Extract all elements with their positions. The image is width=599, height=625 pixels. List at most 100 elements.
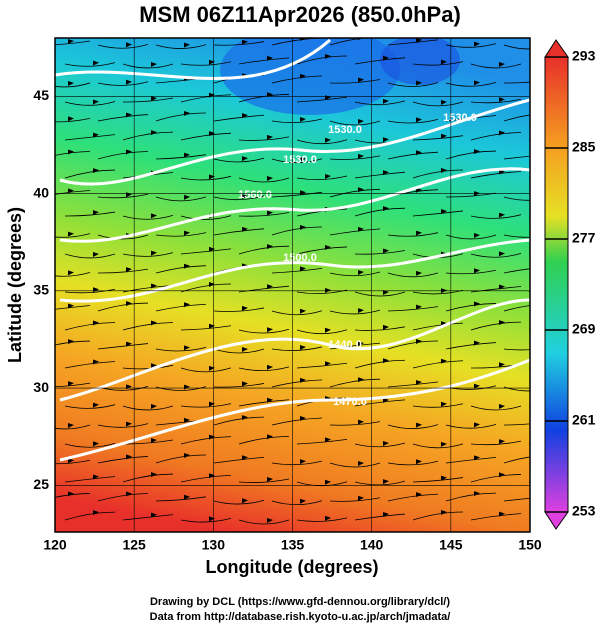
arrow-head <box>184 194 190 200</box>
streamline <box>445 492 497 502</box>
arrow-head <box>383 324 389 330</box>
streamline <box>412 443 464 449</box>
streamline <box>122 63 174 69</box>
arrow-head <box>267 364 273 370</box>
arrow-head <box>126 454 132 460</box>
arrow-head <box>126 341 132 347</box>
streamline <box>122 514 174 521</box>
arrow-head <box>416 339 422 345</box>
streamline <box>122 322 174 331</box>
streamline <box>470 98 522 104</box>
streamline <box>122 405 174 411</box>
y-tick-label: 40 <box>33 184 49 200</box>
streamline <box>296 517 348 522</box>
arrow-head <box>151 403 157 409</box>
streamline <box>329 271 381 277</box>
arrow-head <box>358 377 364 383</box>
arrow-head <box>325 288 331 294</box>
credit: Data from http://database.rish.kyoto-u.a… <box>150 611 451 623</box>
arrow-head <box>68 231 74 237</box>
streamline <box>296 55 348 65</box>
arrow-head <box>532 77 538 82</box>
streamline <box>445 457 497 464</box>
streamline <box>55 459 91 465</box>
arrow-head <box>358 495 364 501</box>
streamline <box>55 424 91 430</box>
streamline <box>64 134 116 141</box>
x-tick-label: 145 <box>439 537 463 553</box>
arrow-head <box>300 73 306 79</box>
arrow-head <box>68 39 74 44</box>
streamline <box>503 196 530 201</box>
arrow-head <box>532 302 538 307</box>
arrow-head <box>93 510 99 516</box>
streamline <box>503 497 530 502</box>
x-tick-label: 130 <box>202 537 226 553</box>
arrow-head <box>325 361 331 367</box>
streamline <box>238 435 290 445</box>
streamline <box>445 82 497 87</box>
streamline <box>470 405 522 411</box>
streamline <box>470 474 522 483</box>
streamline <box>238 399 290 407</box>
arrow-head <box>358 226 364 232</box>
streamline <box>55 117 91 123</box>
streamline <box>412 61 464 66</box>
arrow-head <box>126 267 132 273</box>
streamline <box>64 511 116 521</box>
streamline <box>354 480 406 486</box>
arrow-head <box>93 168 99 174</box>
arrow-head <box>499 130 505 136</box>
arrow-head <box>68 422 74 428</box>
streamline <box>64 211 116 217</box>
streamline <box>271 379 323 388</box>
arrow-head <box>474 455 480 461</box>
streamline <box>213 157 265 163</box>
streamline <box>271 191 323 198</box>
streamline <box>122 439 174 445</box>
streamline <box>445 303 497 312</box>
arrow-head <box>300 308 306 314</box>
streamline <box>445 150 497 160</box>
streamline <box>97 114 149 122</box>
arrow-head <box>416 38 422 43</box>
arrow-head <box>499 403 505 409</box>
streamline <box>97 43 149 49</box>
arrow-head <box>441 510 447 516</box>
arrow-head <box>474 268 480 274</box>
arrow-head <box>93 210 99 216</box>
streamline <box>354 171 406 179</box>
arrow-head <box>184 417 190 423</box>
streamline <box>412 322 464 331</box>
arrow-head <box>184 42 190 48</box>
cold-core <box>380 38 460 85</box>
arrow-head <box>209 282 215 288</box>
streamline <box>97 302 149 312</box>
arrow-head <box>383 170 389 176</box>
arrow-head <box>325 174 331 180</box>
contours <box>55 38 530 462</box>
arrow-head <box>441 99 447 105</box>
streamline <box>296 175 348 180</box>
arrow-head <box>532 232 538 237</box>
arrow-head <box>532 194 538 199</box>
streamline <box>387 272 439 278</box>
arrow-head <box>209 246 215 252</box>
arrow-head <box>532 385 538 390</box>
contour-label: 1500.0 <box>283 252 317 264</box>
streamline <box>97 343 149 350</box>
streamline <box>213 416 265 426</box>
streamline <box>387 82 439 87</box>
streamline <box>155 44 207 49</box>
streamline <box>64 253 116 259</box>
streamline <box>55 151 91 156</box>
streamline <box>180 518 232 523</box>
streamline <box>55 233 91 238</box>
streamline <box>412 403 464 408</box>
x-axis-label: Longitude (degrees) <box>205 557 378 577</box>
streamline <box>296 329 348 335</box>
y-tick-label: 45 <box>33 87 49 103</box>
streamline <box>329 421 381 426</box>
arrow-head <box>68 303 74 309</box>
